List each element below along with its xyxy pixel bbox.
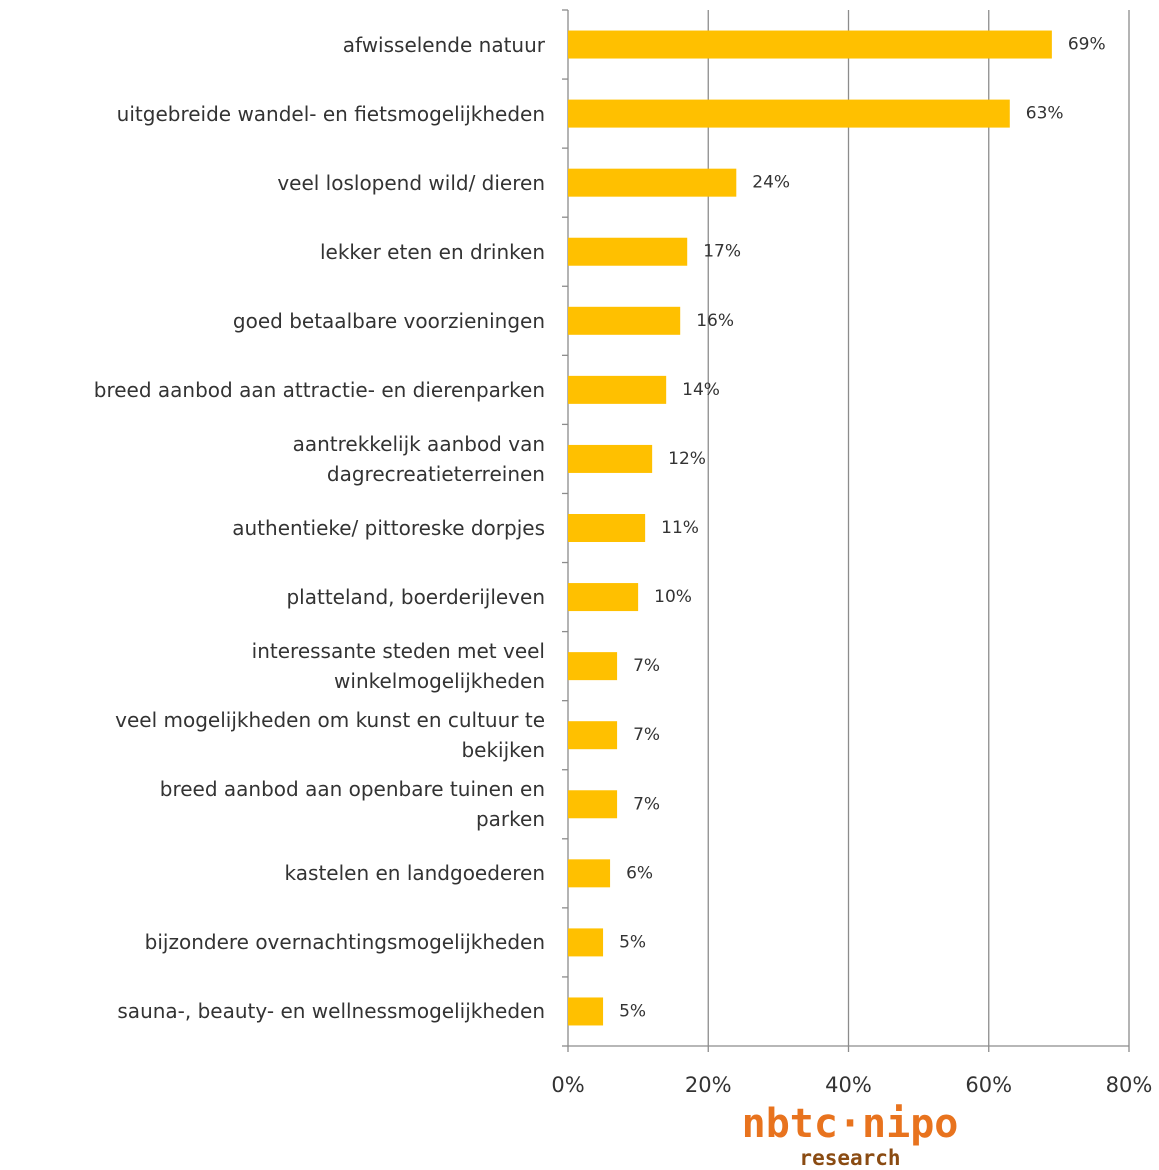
value-label: 11% (661, 518, 699, 538)
category-label: breed aanbod aan attractie- en dierenpar… (93, 377, 545, 402)
bar (568, 375, 667, 404)
value-label: 63% (1026, 104, 1064, 124)
value-label: 5% (619, 1001, 646, 1021)
value-label: 7% (633, 656, 660, 676)
category-label: authentieke/ pittoreske dorpjes (232, 516, 545, 540)
logo-subtitle: research (799, 1146, 900, 1170)
category-label: interessante steden met veel winkelmogel… (251, 639, 545, 694)
bar (568, 583, 639, 612)
logo: nbtc·nipo (742, 1101, 959, 1147)
value-label: 14% (682, 380, 720, 400)
category-label: aantrekkelijk aanbod van dagrecreatieter… (292, 431, 545, 486)
bar (568, 99, 1010, 128)
category-label: kastelen en landgoederen (284, 861, 545, 886)
x-tick-label: 80% (1106, 1073, 1153, 1097)
x-tick-label: 60% (965, 1073, 1012, 1097)
bar (568, 30, 1052, 59)
value-label: 10% (654, 587, 692, 607)
value-label: 16% (696, 311, 734, 331)
bar (568, 444, 653, 473)
value-label: 24% (752, 173, 790, 193)
category-label: afwisselende natuur (342, 32, 545, 57)
value-label: 12% (668, 449, 706, 469)
bar (568, 652, 618, 681)
value-label: 7% (633, 725, 660, 745)
category-label: veel mogelijkheden om kunst en cultuur t… (115, 708, 545, 763)
bar (568, 997, 604, 1026)
bar (568, 237, 688, 266)
bar (568, 514, 646, 542)
category-label: goed betaalbare voorzieningen (232, 308, 545, 333)
value-label: 5% (619, 932, 646, 952)
category-label: breed aanbod aan openbare tuinen en park… (159, 777, 545, 832)
bar (568, 306, 681, 335)
category-label: veel loslopend wild/ dieren (277, 170, 545, 195)
category-label: sauna-, beauty- en wellnessmogelijkheden (117, 999, 545, 1024)
category-label: platteland, boerderijleven (286, 585, 545, 610)
category-label: bijzondere overnachtingsmogelijkheden (144, 930, 545, 955)
value-label: 17% (703, 242, 741, 262)
x-tick-label: 40% (825, 1073, 872, 1097)
value-label: 69% (1068, 35, 1106, 55)
bar (568, 721, 618, 750)
value-label: 6% (626, 863, 653, 883)
category-label: uitgebreide wandel- en fietsmogelijkhede… (116, 101, 545, 126)
category-label: lekker eten en drinken (319, 239, 545, 264)
x-tick-label: 0% (551, 1073, 584, 1097)
bar (568, 168, 737, 197)
bar (568, 790, 618, 819)
bar (568, 859, 611, 888)
x-tick-label: 20% (685, 1073, 732, 1097)
value-label: 7% (633, 794, 660, 814)
bar (568, 928, 604, 957)
